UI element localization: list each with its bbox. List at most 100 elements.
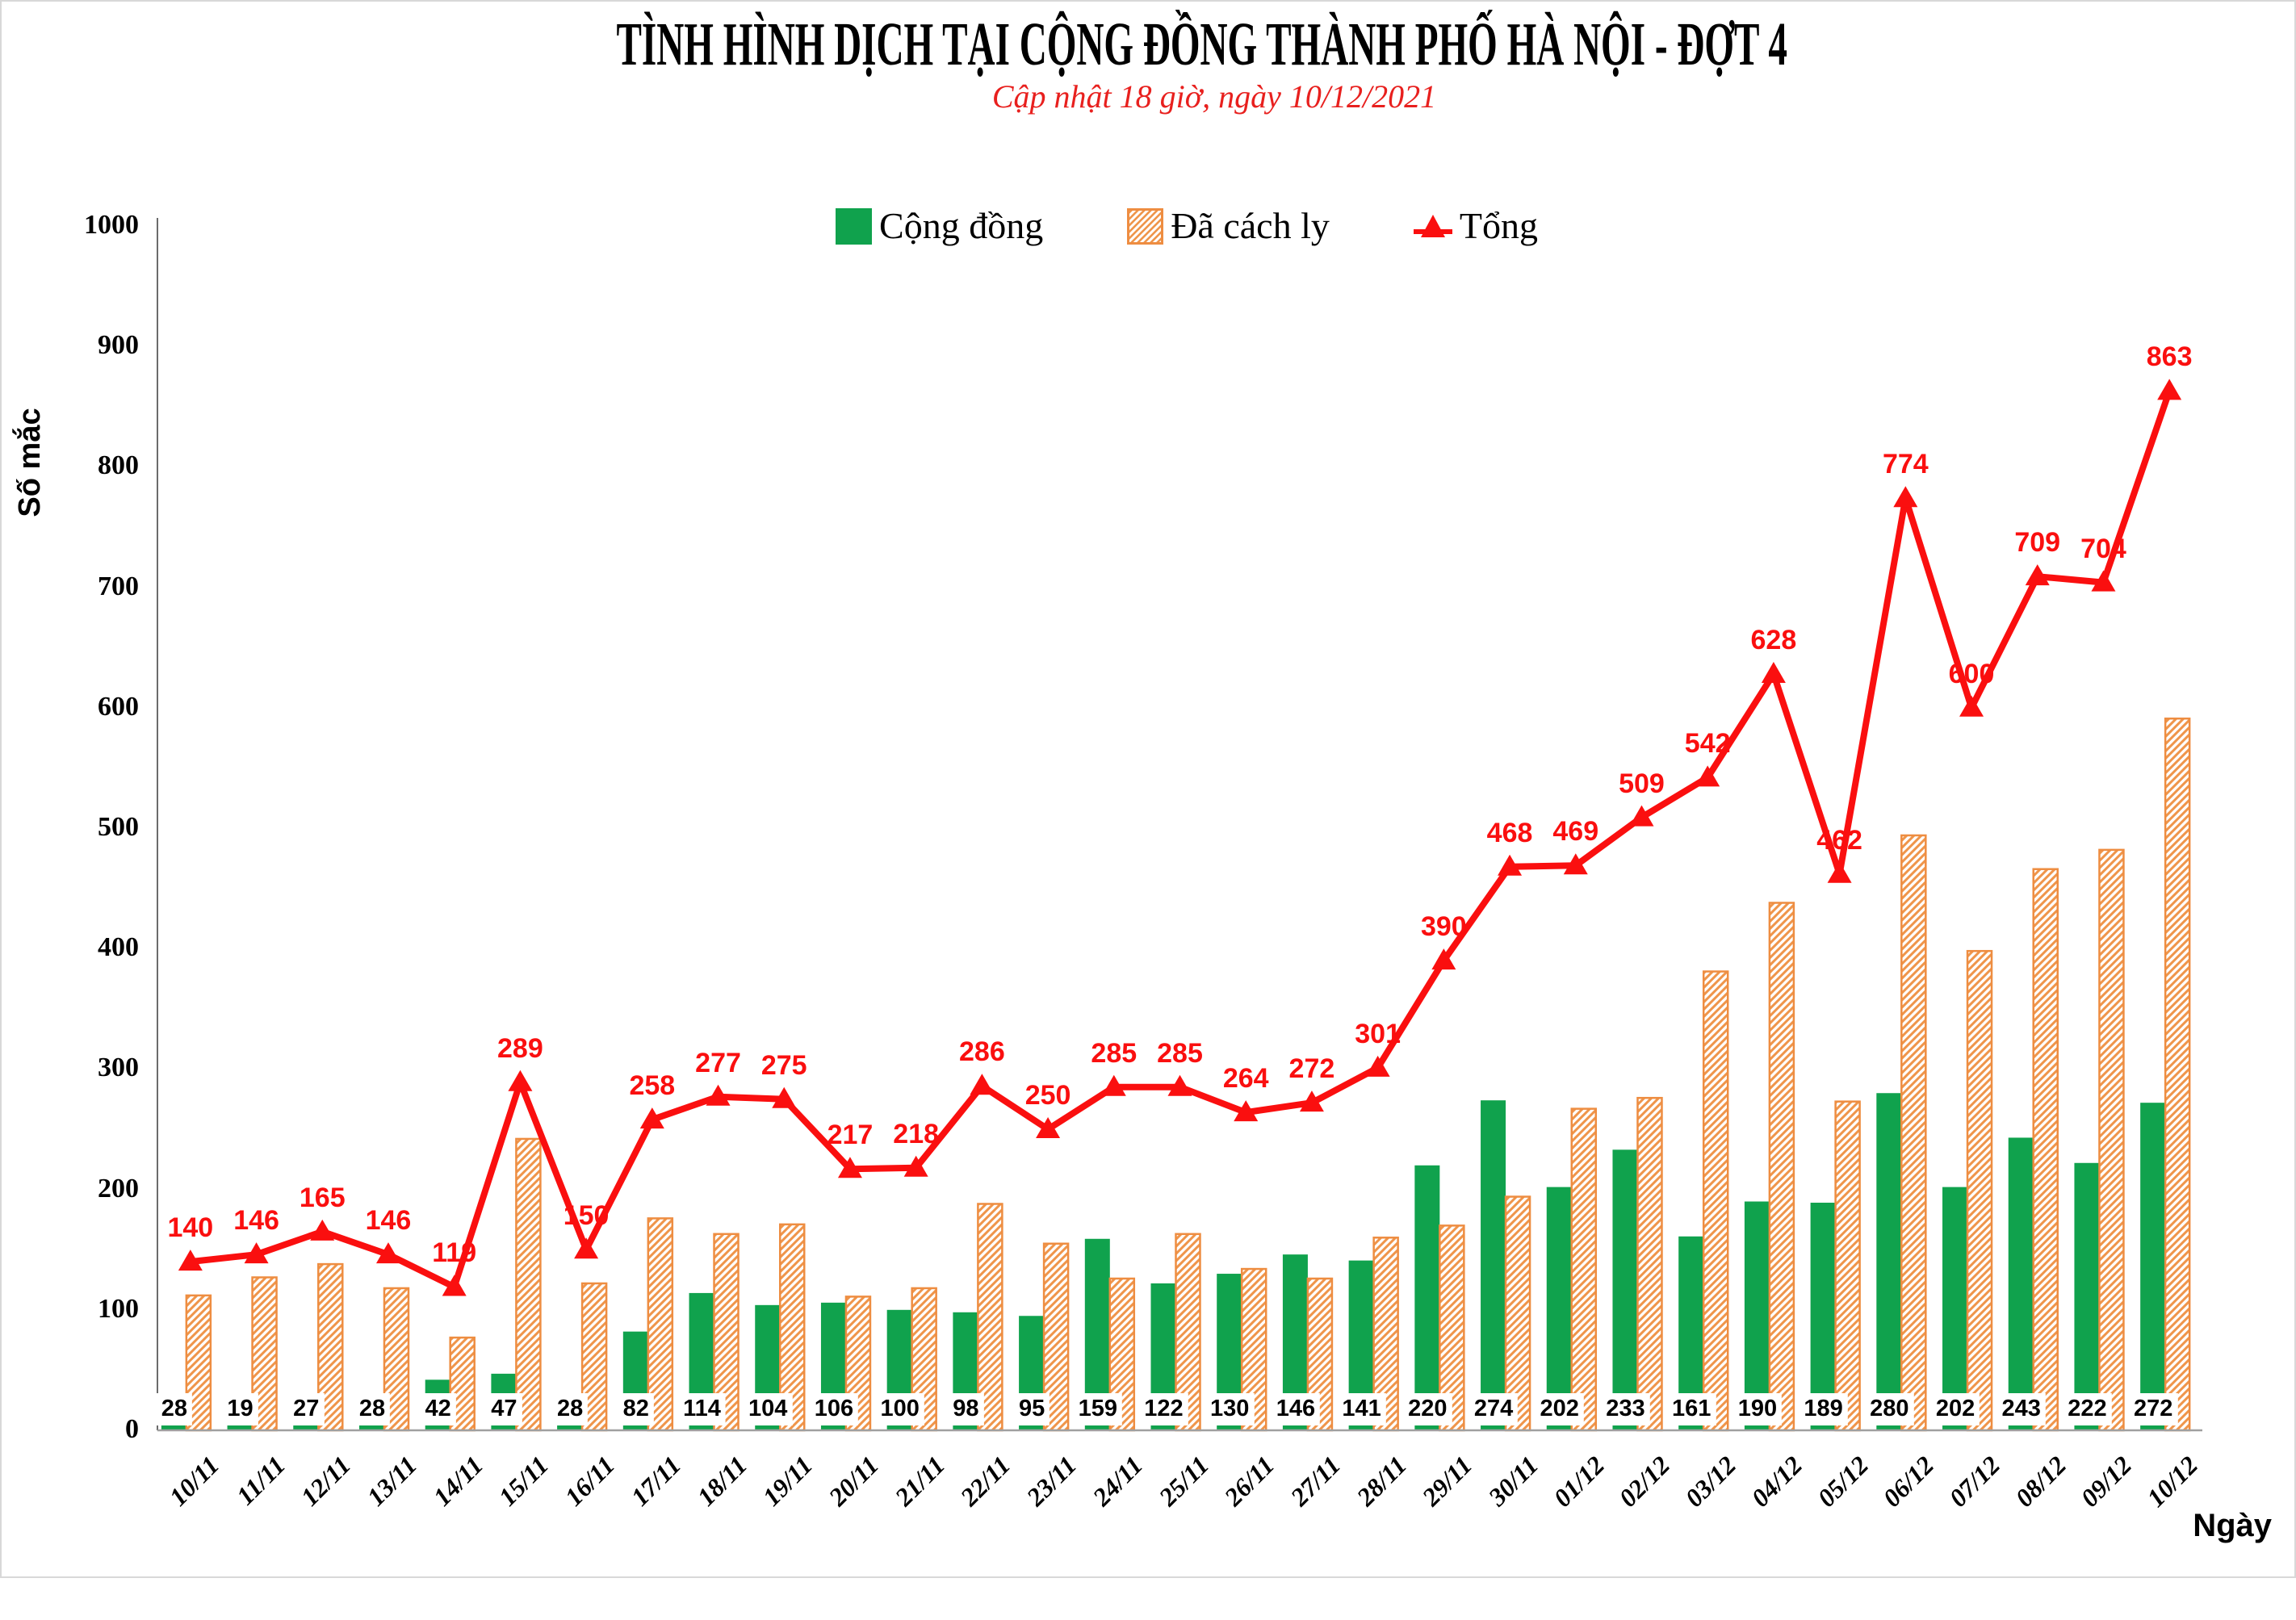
total-marker: [574, 1237, 599, 1259]
total-marker: [244, 1242, 269, 1264]
total-marker: [1761, 662, 1786, 684]
total-value-label: 774: [1882, 449, 1929, 480]
bar-quarantined: [2098, 848, 2125, 1432]
bar-value-label: 114: [678, 1393, 726, 1425]
bar-community: [1810, 1203, 1836, 1430]
legend-swatch-quarantined-icon: [1127, 207, 1164, 245]
total-value-label: 390: [1420, 911, 1467, 943]
chart-title-wrap: TÌNH HÌNH DỊCH TẠI CỘNG ĐỒNG THÀNH PHỐ H…: [54, 12, 2296, 77]
total-value-label: 146: [233, 1205, 279, 1237]
total-marker: [1827, 861, 1852, 883]
bar-value-label: 233: [1601, 1393, 1650, 1425]
bar-value-label: 220: [1403, 1393, 1452, 1425]
total-value-label: 285: [1091, 1037, 1138, 1069]
total-value-label: 146: [365, 1205, 412, 1237]
total-value-label: 509: [1619, 768, 1665, 799]
total-value-label: 165: [299, 1182, 346, 1213]
bar-value-label: 130: [1205, 1393, 1255, 1425]
bar-quarantined: [2164, 717, 2191, 1432]
bar-community: [1414, 1165, 1440, 1430]
total-marker: [903, 1155, 928, 1177]
bar-value-label: 202: [1535, 1393, 1584, 1425]
total-marker: [639, 1107, 664, 1129]
total-value-label: 140: [167, 1212, 214, 1244]
bar-value-label: 42: [420, 1393, 456, 1425]
total-value-label: 469: [1552, 816, 1599, 848]
bar-value-label: 190: [1732, 1393, 1783, 1425]
total-value-label: 600: [1948, 658, 1995, 689]
bar-quarantined: [1570, 1107, 1598, 1432]
total-marker: [310, 1219, 335, 1241]
total-value-label: 542: [1684, 728, 1731, 760]
y-tick-label: 400: [98, 932, 139, 963]
bar-quarantined: [1768, 902, 1795, 1432]
legend-item-label: Tổng: [1459, 205, 1538, 246]
total-value-label: 704: [2080, 533, 2126, 564]
total-marker: [1629, 805, 1654, 827]
total-value-label: 264: [1222, 1063, 1269, 1095]
bar-community: [1546, 1187, 1572, 1430]
total-marker: [1365, 1055, 1390, 1077]
total-value-label: 285: [1157, 1037, 1203, 1069]
bar-community: [2074, 1162, 2100, 1430]
total-value-label: 119: [432, 1237, 477, 1269]
total-line: [190, 390, 2172, 1291]
total-value-label: 272: [1288, 1053, 1335, 1085]
y-tick-label: 700: [98, 571, 139, 601]
bar-community: [1744, 1201, 1770, 1430]
bar-quarantined: [977, 1203, 1003, 1432]
bar-value-label: 28: [156, 1393, 192, 1425]
total-marker: [772, 1086, 797, 1108]
total-value-label: 150: [563, 1200, 610, 1232]
y-tick-label: 500: [98, 812, 139, 842]
bar-value-label: 19: [222, 1393, 258, 1425]
bar-quarantined: [515, 1137, 542, 1432]
total-marker: [1167, 1074, 1192, 1096]
y-tick-label: 100: [98, 1293, 139, 1324]
bar-quarantined: [2032, 868, 2059, 1432]
total-marker: [375, 1242, 400, 1264]
bar-value-label: 104: [744, 1393, 793, 1425]
bar-value-label: 280: [1865, 1393, 1914, 1425]
total-marker: [1563, 853, 1588, 875]
total-marker: [837, 1157, 862, 1178]
chart-subtitle: Cập nhật 18 giờ, ngày 10/12/2021: [991, 78, 1437, 115]
total-value-label: 277: [695, 1047, 741, 1078]
bar-value-label: 27: [288, 1393, 325, 1425]
chart-subtitle-wrap: Cập nhật 18 giờ, ngày 10/12/2021: [66, 79, 2296, 115]
total-marker: [970, 1074, 995, 1095]
chart-container: TÌNH HÌNH DỊCH TẠI CỘNG ĐỒNG THÀNH PHỐ H…: [0, 0, 2296, 1578]
bar-value-label: 202: [1930, 1393, 1980, 1425]
total-marker: [1101, 1074, 1126, 1096]
bar-value-label: 47: [486, 1393, 522, 1425]
total-marker: [706, 1084, 731, 1106]
bar-quarantined: [1702, 970, 1729, 1432]
y-tick-label: 200: [98, 1173, 139, 1203]
total-marker: [2091, 570, 2116, 592]
y-tick-label: 0: [125, 1414, 139, 1444]
legend-item-label: Đã cách ly: [1171, 205, 1330, 246]
total-value-label: 250: [1024, 1080, 1071, 1111]
bar-community: [1612, 1149, 1638, 1430]
total-value-label: 462: [1816, 824, 1862, 856]
legend-item-label: Cộng đồng: [879, 205, 1044, 246]
total-value-label: 258: [629, 1070, 676, 1102]
bar-quarantined: [1504, 1195, 1531, 1432]
legend-item: Tổng: [1413, 205, 1538, 246]
bar-value-label: 222: [2063, 1393, 2112, 1425]
total-value-label: 468: [1486, 817, 1533, 848]
bar-community: [1481, 1100, 1506, 1430]
y-tick-label: 600: [98, 691, 139, 722]
bar-community: [1876, 1093, 1902, 1430]
bar-value-label: 28: [354, 1393, 391, 1425]
bar-quarantined: [1636, 1096, 1663, 1432]
total-marker: [1036, 1117, 1061, 1138]
x-axis-title: Ngày: [2193, 1508, 2272, 1543]
legend-swatch-total-icon: [1413, 214, 1452, 237]
total-marker: [1234, 1100, 1259, 1122]
bar-value-label: 243: [1996, 1393, 2046, 1425]
y-tick-label: 900: [98, 330, 139, 361]
total-marker: [1299, 1090, 1324, 1112]
bar-community: [2140, 1103, 2166, 1430]
total-value-label: 628: [1750, 625, 1797, 656]
